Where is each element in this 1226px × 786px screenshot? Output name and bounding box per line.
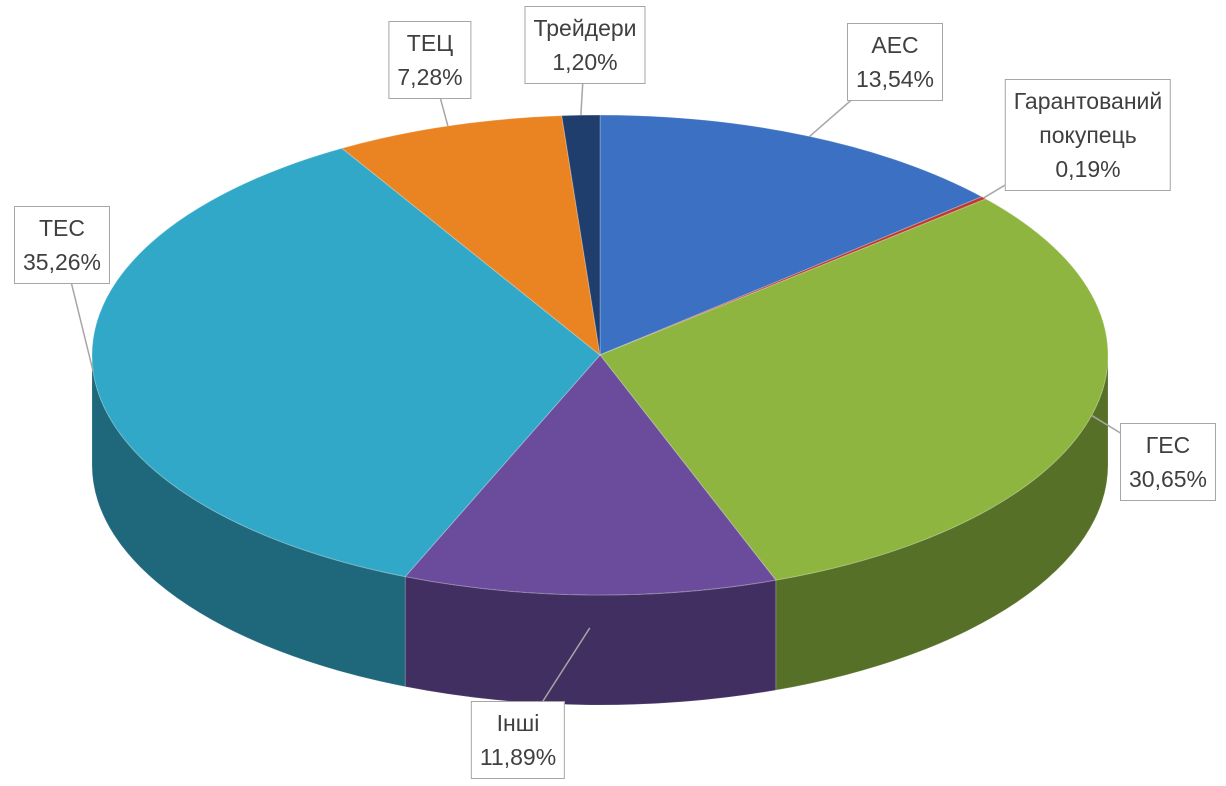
value-label: 35,26% (22, 249, 102, 275)
category-name: ГЕС (1145, 432, 1191, 458)
data-label: АЕС 13,54% (846, 23, 944, 101)
category-name: Інші (496, 710, 540, 736)
slice (404, 354, 777, 596)
slice (340, 115, 601, 357)
category-name: ТЕЦ (406, 30, 454, 56)
category-name: Трейдери (533, 15, 637, 41)
data-label: Інші 11,89% (470, 701, 566, 779)
value-label: 0,19% (1055, 156, 1121, 182)
slice-side (404, 576, 777, 706)
data-label: ТЕС 35,26% (13, 206, 111, 284)
category-name: ТЕС (38, 215, 85, 241)
value-label: 11,89% (479, 744, 557, 770)
slice (599, 196, 988, 356)
data-label: Трейдери 1,20% (524, 6, 646, 84)
slice (599, 198, 1109, 581)
value-label: 7,28% (397, 64, 463, 90)
slice (561, 114, 601, 356)
category-name: АЕС (871, 32, 919, 58)
value-label: 30,65% (1128, 466, 1208, 492)
value-label: 13,54% (855, 66, 935, 92)
data-label: ТЕЦ 7,28% (388, 21, 472, 99)
category-name: Гарантований покупець (1013, 88, 1163, 148)
data-label: Гарантований покупець 0,19% (1004, 79, 1172, 191)
slice (599, 114, 984, 356)
value-label: 1,20% (552, 49, 618, 75)
data-label: ГЕС 30,65% (1119, 423, 1217, 501)
